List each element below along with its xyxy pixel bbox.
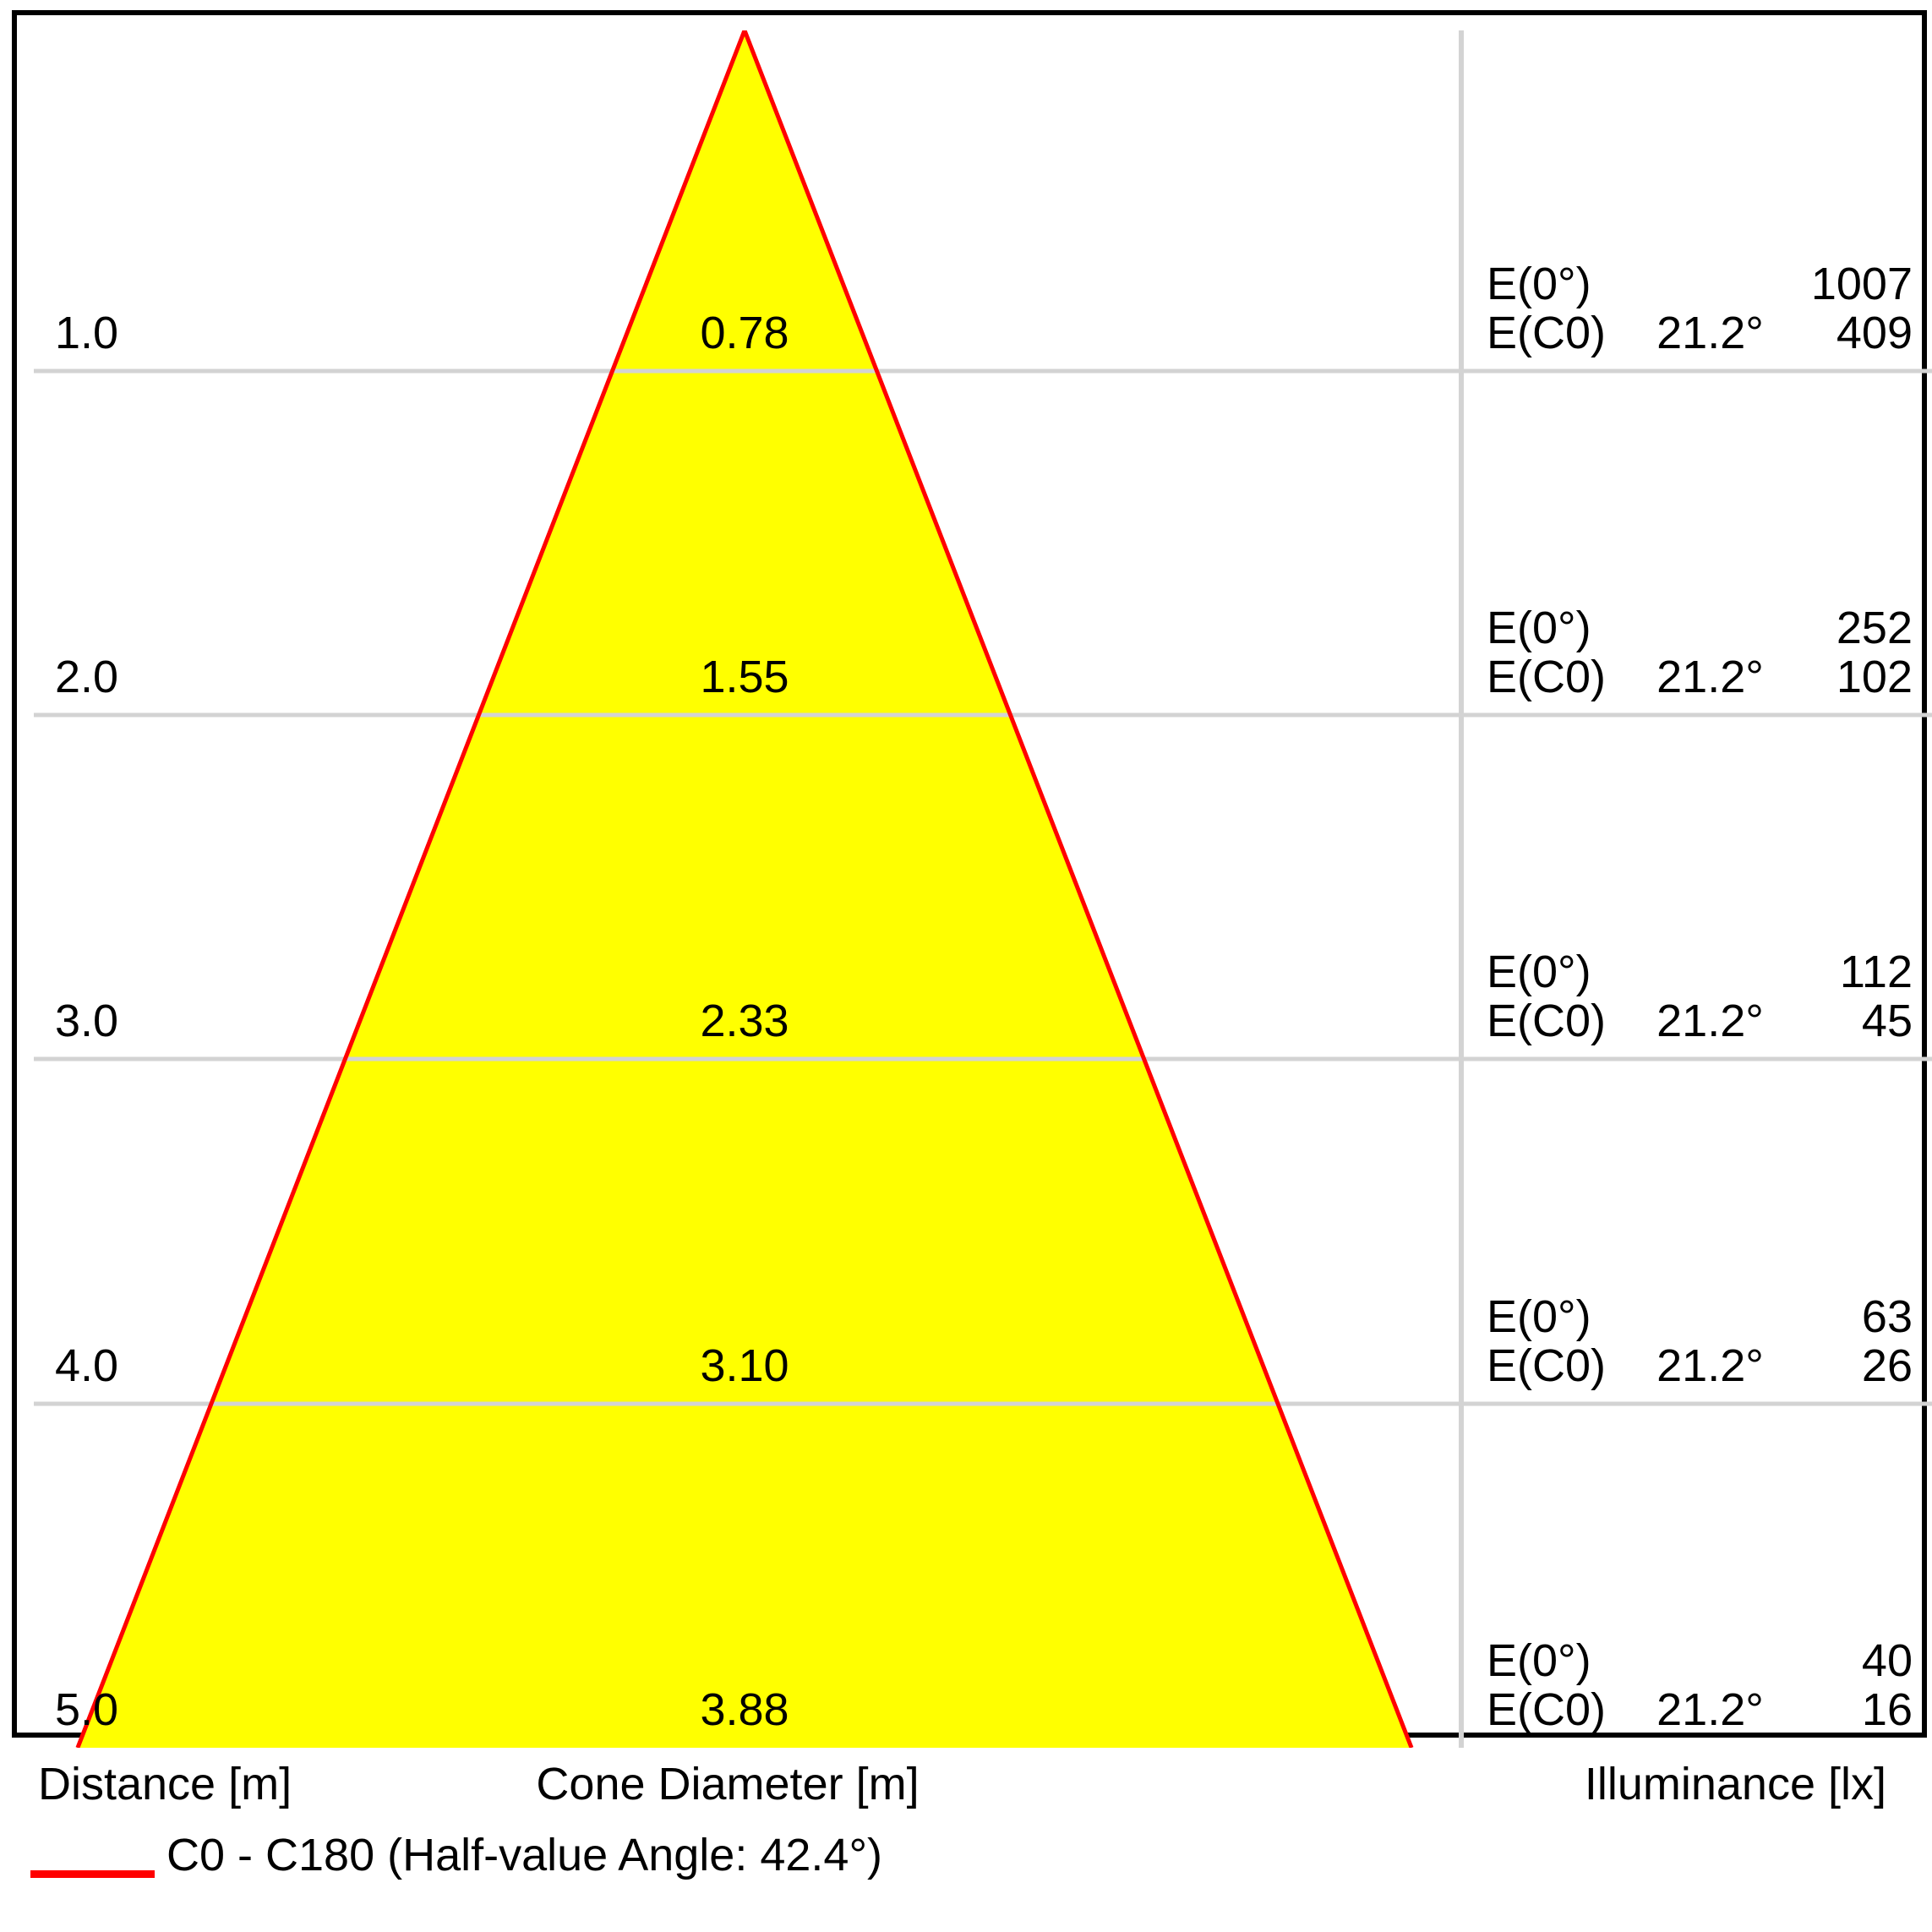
distance-axis-caption: Distance [m]	[38, 1759, 292, 1809]
e0-value: 40	[1861, 1635, 1913, 1686]
ec0-label: E(C0)	[1487, 308, 1607, 358]
ec0-label: E(C0)	[1487, 1684, 1607, 1735]
ec0-angle: 21.2°	[1656, 308, 1764, 358]
cone-diameter-label: 3.10	[700, 1340, 789, 1391]
ec0-value: 16	[1861, 1684, 1913, 1735]
legend-line-swatch	[30, 1870, 155, 1878]
e0-label: E(0°)	[1487, 1291, 1591, 1342]
ec0-value: 409	[1836, 308, 1913, 358]
distance-label: 2.0	[55, 652, 119, 702]
illuminance-row-ec0: E(C0) 21.2° 26	[1487, 1341, 1913, 1390]
cone-diameter-label: 3.88	[700, 1684, 789, 1735]
ec0-label: E(C0)	[1487, 996, 1607, 1046]
ec0-label: E(C0)	[1487, 652, 1607, 702]
illuminance-row-e0: E(0°) 40	[1487, 1636, 1913, 1685]
illuminance-row-e0: E(0°) 252	[1487, 603, 1913, 652]
cone-diameter-label: 1.55	[700, 652, 789, 702]
illuminance-axis-caption: Illuminance [lx]	[1584, 1759, 1886, 1809]
distance-label: 4.0	[55, 1340, 119, 1391]
ec0-value: 45	[1861, 996, 1913, 1046]
e0-value: 112	[1839, 947, 1913, 997]
ec0-value: 102	[1836, 652, 1913, 702]
distance-label: 5.0	[55, 1684, 119, 1735]
ec0-angle: 21.2°	[1656, 1340, 1764, 1391]
cone-diameter-label: 0.78	[700, 308, 789, 358]
e0-label: E(0°)	[1487, 603, 1591, 653]
distance-label: 1.0	[55, 308, 119, 358]
illuminance-row-e0: E(0°) 112	[1487, 947, 1913, 996]
ec0-value: 26	[1861, 1340, 1913, 1391]
ec0-angle: 21.2°	[1656, 996, 1764, 1046]
illuminance-row-ec0: E(C0) 21.2° 409	[1487, 308, 1913, 357]
cone-diameter-axis-caption: Cone Diameter [m]	[536, 1759, 920, 1809]
light-cone-fill	[77, 30, 1412, 1748]
illuminance-row-e0: E(0°) 1007	[1487, 259, 1913, 308]
cone-plot	[34, 30, 1932, 1748]
e0-value: 252	[1836, 603, 1913, 653]
e0-value: 63	[1861, 1291, 1913, 1342]
e0-label: E(0°)	[1487, 1635, 1591, 1686]
illuminance-row-e0: E(0°) 63	[1487, 1292, 1913, 1341]
e0-label: E(0°)	[1487, 947, 1591, 997]
cone-diameter-label: 2.33	[700, 996, 789, 1046]
illuminance-row-ec0: E(C0) 21.2° 102	[1487, 652, 1913, 701]
distance-label: 3.0	[55, 996, 119, 1046]
ec0-label: E(C0)	[1487, 1340, 1607, 1391]
e0-value: 1007	[1810, 259, 1913, 309]
e0-label: E(0°)	[1487, 259, 1591, 309]
ec0-angle: 21.2°	[1656, 1684, 1764, 1735]
ec0-angle: 21.2°	[1656, 652, 1764, 702]
legend-label: C0 - C180 (Half-value Angle: 42.4°)	[166, 1830, 883, 1880]
illuminance-row-ec0: E(C0) 21.2° 16	[1487, 1685, 1913, 1734]
illuminance-row-ec0: E(C0) 21.2° 45	[1487, 996, 1913, 1045]
chart-area: 1.0 2.0 3.0 4.0 5.0 0.78 1.55 2.33 3.10 …	[12, 10, 1932, 1748]
cone-outline	[75, 30, 1414, 1748]
